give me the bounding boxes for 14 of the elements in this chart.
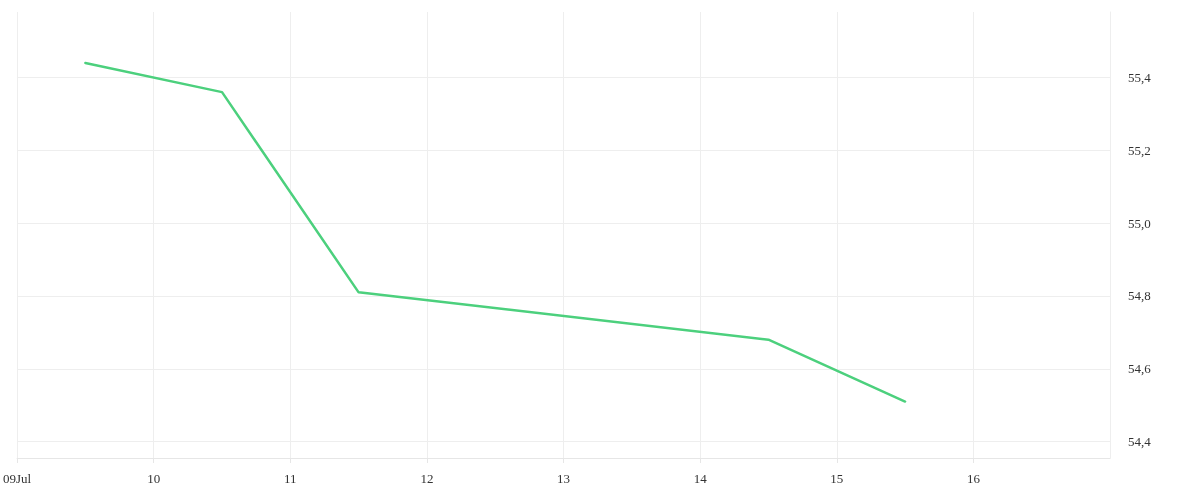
x-tick-label: 09Jul — [3, 471, 32, 486]
x-tick-label: 10 — [147, 471, 161, 486]
x-tick-label: 16 — [966, 471, 981, 486]
x-tick-label: 13 — [557, 471, 571, 486]
x-tick-label: 14 — [693, 471, 708, 486]
y-tick-label: 55,2 — [1128, 142, 1151, 158]
x-tick-label: 15 — [830, 471, 844, 486]
x-tick-label: 11 — [284, 471, 297, 486]
y-tick-label: 54,4 — [1128, 434, 1152, 450]
y-tick-label: 54,8 — [1128, 288, 1151, 304]
y-tick-label: 55,0 — [1128, 215, 1151, 231]
x-tick-label: 12 — [420, 471, 434, 486]
y-tick-label: 54,6 — [1128, 361, 1152, 377]
y-tick-label: 55,4 — [1128, 70, 1152, 86]
